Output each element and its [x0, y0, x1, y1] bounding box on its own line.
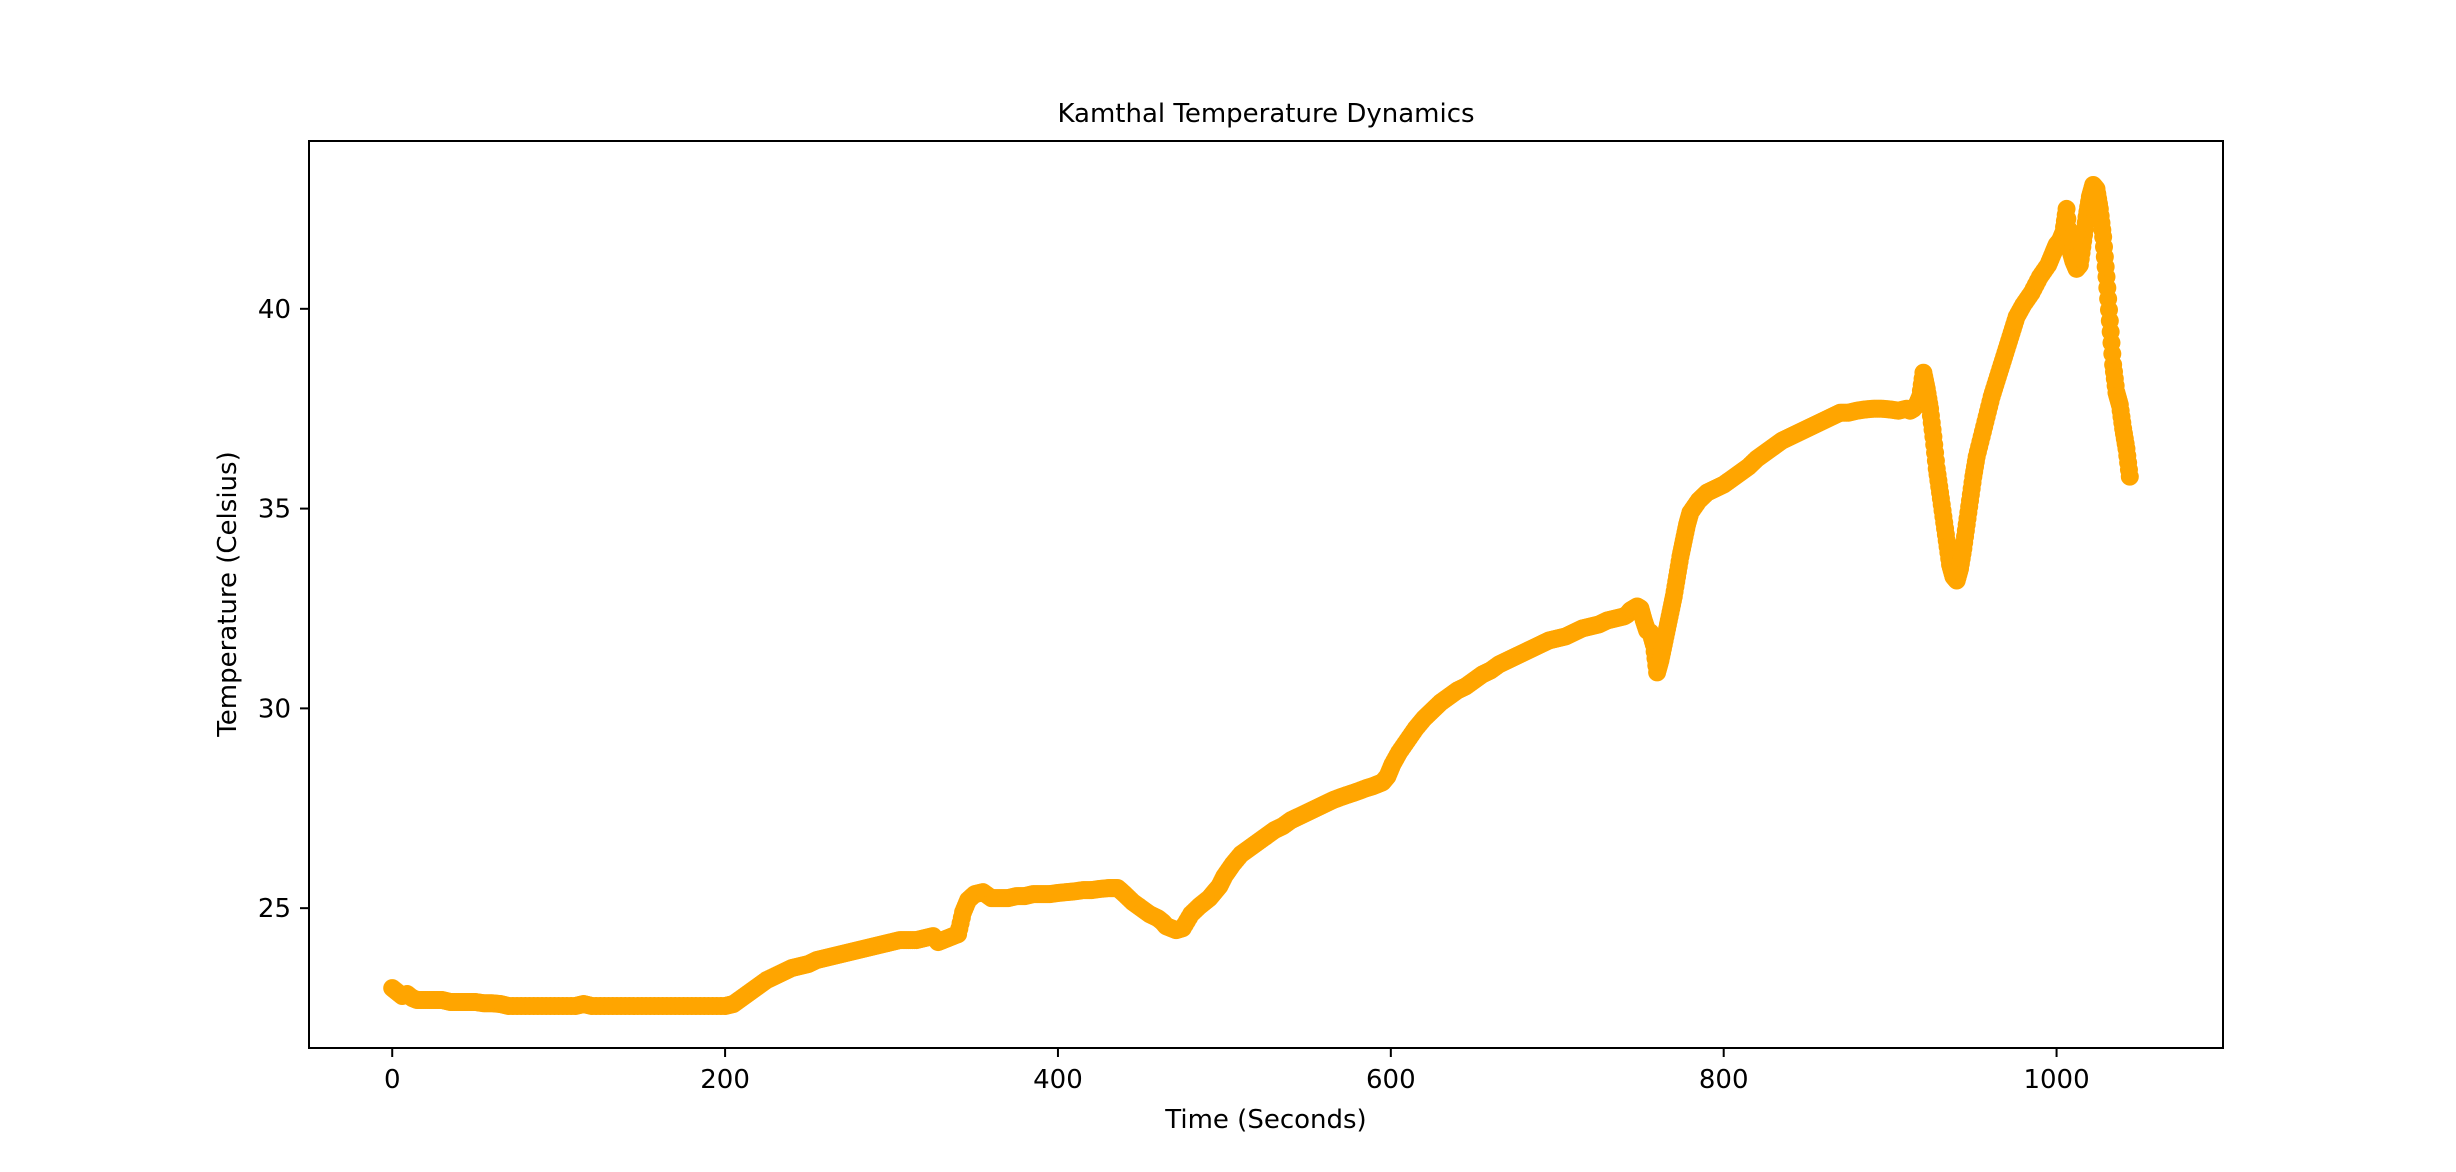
scatter-points	[383, 175, 2139, 1016]
scatter-point	[2119, 460, 2138, 479]
scatter-point	[2099, 300, 2118, 319]
scatter-point	[2103, 344, 2122, 363]
y-axis-ticks: 25 30 35 40	[258, 295, 309, 924]
y-axis-label: Temperature (Celsius)	[213, 451, 243, 737]
scatter-point	[1923, 420, 1942, 439]
y-tick-label: 35	[258, 495, 291, 525]
x-tick-label: 0	[384, 1065, 401, 1095]
scatter-point	[2096, 257, 2115, 276]
y-tick-label: 30	[258, 694, 291, 724]
x-tick-label: 400	[1033, 1065, 1083, 1095]
x-tick-label: 200	[700, 1065, 750, 1095]
x-tick-label: 800	[1699, 1065, 1749, 1095]
scatter-point	[2093, 220, 2112, 239]
x-axis-ticks: 0 200 400 600 800 1000	[384, 1048, 2090, 1095]
x-tick-label: 1000	[2023, 1065, 2089, 1095]
x-tick-label: 600	[1366, 1065, 1416, 1095]
x-axis-label: Time (Seconds)	[1164, 1105, 1366, 1135]
y-tick-label: 40	[258, 295, 291, 325]
plot-area-frame	[308, 140, 2224, 1049]
chart-title: Kamthal Temperature Dynamics	[1057, 99, 1474, 129]
scatter-point	[1926, 451, 1945, 470]
y-tick-label: 25	[258, 894, 291, 924]
